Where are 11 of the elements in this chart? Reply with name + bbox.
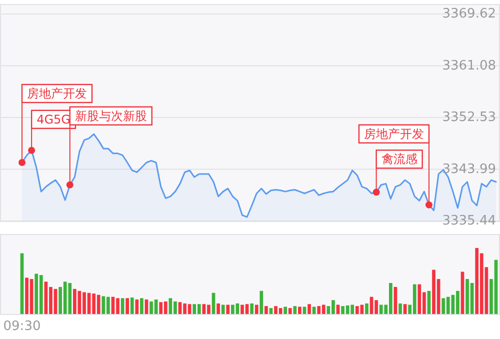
x-tick-label: 09:30 (3, 319, 41, 334)
annotation: 房地产开发 (27, 86, 87, 100)
annotation: 4G5G (36, 112, 70, 126)
y-tick-label: 3369.62 (442, 6, 496, 22)
y-tick-label: 3361.08 (442, 58, 496, 74)
annotation: 新股与次新股 (74, 108, 147, 123)
y-tick-label: 3352.53 (442, 110, 496, 126)
annotation: 禽流感 (381, 152, 418, 166)
y-tick-label: 3343.99 (442, 162, 496, 177)
annotation: 房地产开发 (364, 126, 424, 141)
y-tick-label: 3335.44 (442, 214, 496, 229)
